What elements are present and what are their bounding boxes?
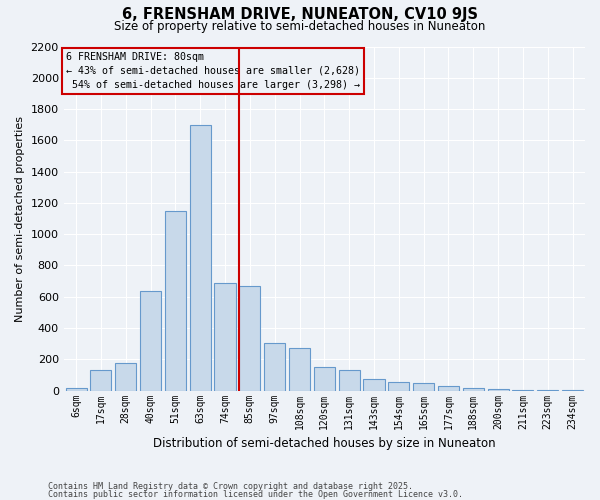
Text: Contains public sector information licensed under the Open Government Licence v3: Contains public sector information licen… [48,490,463,499]
Bar [314,367,335,390]
Bar [364,379,385,390]
Bar [239,286,260,391]
Bar [91,370,112,390]
X-axis label: Distribution of semi-detached houses by size in Nuneaton: Distribution of semi-detached houses by … [153,437,496,450]
Bar [388,382,409,390]
Bar [115,364,136,390]
Bar [65,388,86,390]
Text: 6 FRENSHAM DRIVE: 80sqm
← 43% of semi-detached houses are smaller (2,628)
 54% o: 6 FRENSHAM DRIVE: 80sqm ← 43% of semi-de… [66,52,360,90]
Bar [463,388,484,390]
Bar [165,210,186,390]
Bar [438,386,459,390]
Text: 6, FRENSHAM DRIVE, NUNEATON, CV10 9JS: 6, FRENSHAM DRIVE, NUNEATON, CV10 9JS [122,8,478,22]
Text: Size of property relative to semi-detached houses in Nuneaton: Size of property relative to semi-detach… [115,20,485,33]
Text: Contains HM Land Registry data © Crown copyright and database right 2025.: Contains HM Land Registry data © Crown c… [48,482,413,491]
Bar [140,292,161,390]
Bar [338,370,360,390]
Bar [289,348,310,391]
Y-axis label: Number of semi-detached properties: Number of semi-detached properties [15,116,25,322]
Bar [190,124,211,390]
Bar [264,343,285,390]
Bar [413,383,434,390]
Bar [488,389,509,390]
Bar [214,282,236,391]
